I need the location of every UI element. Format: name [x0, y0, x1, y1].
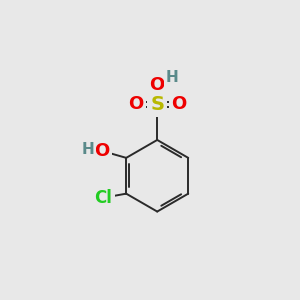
Text: O: O — [172, 95, 187, 113]
Text: H: H — [81, 142, 94, 157]
Text: S: S — [150, 94, 164, 114]
Text: Cl: Cl — [94, 189, 112, 207]
Text: H: H — [166, 70, 178, 85]
Text: O: O — [94, 142, 110, 160]
Text: O: O — [128, 95, 143, 113]
Text: O: O — [150, 76, 165, 94]
